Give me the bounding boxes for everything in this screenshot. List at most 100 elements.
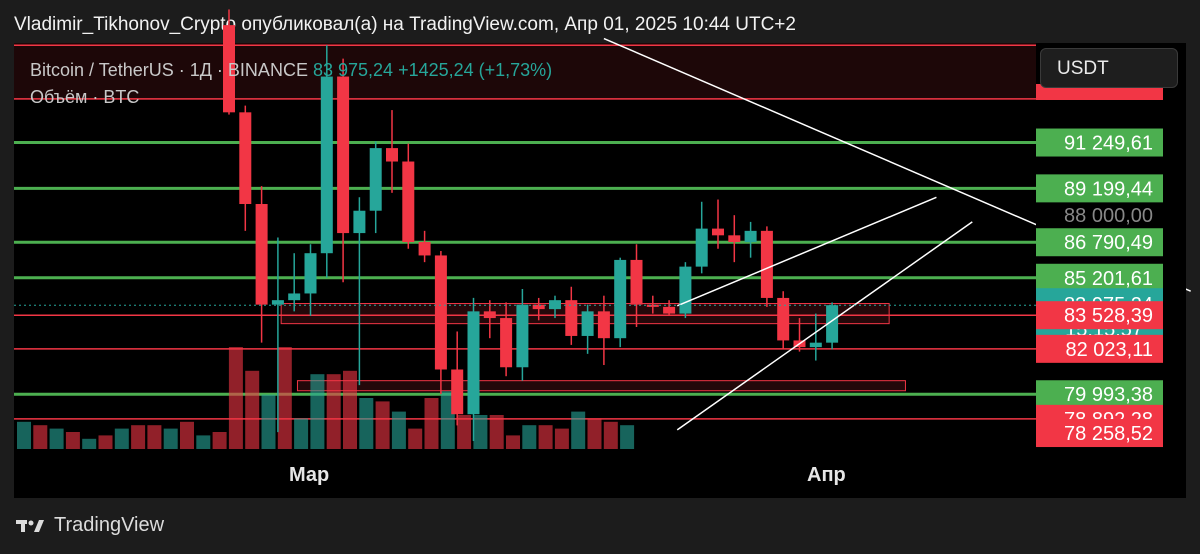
symbol-name: Bitcoin / TetherUS · 1Д · BINANCE bbox=[30, 60, 308, 80]
volume-bar-6 bbox=[114, 428, 129, 449]
candle-body-30 bbox=[712, 228, 724, 236]
price-scale-bottom-mask bbox=[1036, 450, 1186, 498]
price-label-box-10 bbox=[1036, 419, 1163, 448]
candle-body-10 bbox=[386, 148, 398, 162]
volume-bar-28 bbox=[473, 415, 488, 449]
currency-selector[interactable]: USDT bbox=[1040, 48, 1178, 88]
price-label-box-3 bbox=[1036, 228, 1163, 257]
candle-body-8 bbox=[353, 210, 366, 234]
candle-body-37 bbox=[826, 305, 839, 343]
price-label-box-1 bbox=[1036, 174, 1163, 203]
candle-body-3 bbox=[271, 300, 284, 305]
tradingview-logo-icon bbox=[16, 519, 44, 532]
candle-body-5 bbox=[304, 253, 317, 294]
candle-body-14 bbox=[451, 369, 464, 415]
volume-bar-4 bbox=[82, 438, 97, 449]
price-label-box-4 bbox=[1036, 263, 1163, 292]
volume-bar-5 bbox=[98, 435, 113, 449]
candle-body-28 bbox=[679, 266, 692, 314]
price-label-text-7: 82 023,11 bbox=[1066, 339, 1154, 361]
candle-body-12 bbox=[418, 242, 431, 256]
volume-bar-22 bbox=[375, 401, 390, 449]
candle-body-27 bbox=[663, 306, 676, 314]
price-label-text-8: 79 993,38 bbox=[1064, 384, 1153, 406]
volume-bar-13 bbox=[228, 347, 243, 449]
volume-bar-31 bbox=[522, 425, 537, 449]
volume-bar-15 bbox=[261, 394, 276, 449]
candle-body-29 bbox=[695, 228, 708, 267]
candle-body-2 bbox=[255, 204, 268, 305]
candle-body-9 bbox=[369, 148, 382, 211]
candle-body-23 bbox=[597, 311, 610, 339]
chart-legend-volume: Объём · BTC bbox=[30, 87, 140, 107]
price-label-box-8 bbox=[1036, 380, 1163, 409]
candle-body-26 bbox=[646, 304, 659, 307]
candle-body-13 bbox=[434, 255, 447, 370]
candle-body-4 bbox=[288, 293, 301, 301]
volume-bar-18 bbox=[310, 374, 325, 449]
volume-bar-20 bbox=[343, 370, 357, 449]
footer: TradingView bbox=[16, 514, 164, 537]
candle-body-31 bbox=[728, 235, 741, 243]
price-label-text-2: 88 000,00 bbox=[1064, 205, 1153, 227]
candle-body-17 bbox=[500, 318, 513, 368]
volume-bar-16 bbox=[277, 347, 292, 449]
candle-body-16 bbox=[483, 311, 496, 319]
volume-bar-32 bbox=[538, 425, 553, 449]
top-level-zone bbox=[14, 43, 1036, 100]
volume-bar-17 bbox=[294, 418, 309, 449]
candle-body-22 bbox=[581, 311, 594, 336]
volume-bar-12 bbox=[212, 432, 227, 449]
volume-bar-33 bbox=[554, 428, 569, 449]
volume-bar-19 bbox=[326, 374, 341, 449]
candle-body-0 bbox=[223, 25, 235, 113]
x-tick-mar: Мар bbox=[289, 464, 330, 486]
volume-bars bbox=[17, 347, 635, 449]
x-tick-apr: Апр bbox=[807, 464, 846, 486]
price-label-text-4: 85 201,61 bbox=[1064, 268, 1153, 290]
volume-bar-7 bbox=[131, 425, 146, 449]
volume-bar-30 bbox=[506, 435, 520, 449]
candle-body-15 bbox=[467, 311, 480, 415]
publisher-header: Vladimir_Tikhonov_Crypto опубликовал(а) … bbox=[14, 14, 796, 35]
volume-bar-14 bbox=[245, 370, 260, 449]
price-label-box-0 bbox=[1036, 128, 1163, 157]
zone-1 bbox=[296, 380, 906, 392]
price-label-box-7 bbox=[1036, 334, 1163, 363]
candle-body-20 bbox=[549, 300, 561, 310]
volume-bar-36 bbox=[603, 421, 618, 449]
symbol-price: 83 975,24 bbox=[312, 60, 394, 80]
price-scale-labels: 91 249,61 89 199,44 88 000,00 86 790,49 85 2… bbox=[1036, 84, 1186, 498]
price-label-text-6: 83 528,39 bbox=[1064, 305, 1153, 327]
candle-body-25 bbox=[630, 259, 643, 305]
chart-legend-symbol: Bitcoin / TetherUS · 1Д · BINANCE 83 975… bbox=[30, 60, 552, 81]
candle-body-6 bbox=[320, 76, 333, 254]
volume-bar-27 bbox=[457, 415, 472, 449]
price-label-box-6 bbox=[1036, 301, 1163, 330]
price-label-text-0: 91 249,61 bbox=[1064, 133, 1153, 155]
candle-body-24 bbox=[614, 259, 627, 339]
volume-bar-21 bbox=[359, 398, 374, 449]
trendline-2 bbox=[676, 221, 973, 431]
volume-bar-25 bbox=[424, 398, 439, 449]
candle-body-32 bbox=[744, 230, 757, 243]
volume-bar-9 bbox=[163, 428, 178, 449]
volume-bar-37 bbox=[620, 425, 635, 449]
volume-bar-23 bbox=[391, 411, 406, 449]
volume-bar-35 bbox=[587, 418, 602, 449]
candle-body-11 bbox=[402, 161, 415, 243]
candle-body-19 bbox=[532, 304, 545, 310]
volume-bar-8 bbox=[147, 425, 162, 449]
volume-bar-2 bbox=[49, 428, 64, 449]
volume-bar-24 bbox=[408, 428, 423, 449]
price-label-text-1: 89 199,44 bbox=[1064, 178, 1153, 200]
symbol-change: +1425,24 (+1,73%) bbox=[398, 60, 553, 80]
volume-bar-1 bbox=[33, 425, 48, 449]
volume-bar-3 bbox=[65, 432, 80, 449]
candle-body-34 bbox=[777, 297, 790, 341]
volume-bar-29 bbox=[489, 415, 504, 449]
trendline-1 bbox=[676, 196, 937, 307]
volume-bar-11 bbox=[196, 435, 211, 449]
candle-body-18 bbox=[516, 304, 529, 368]
